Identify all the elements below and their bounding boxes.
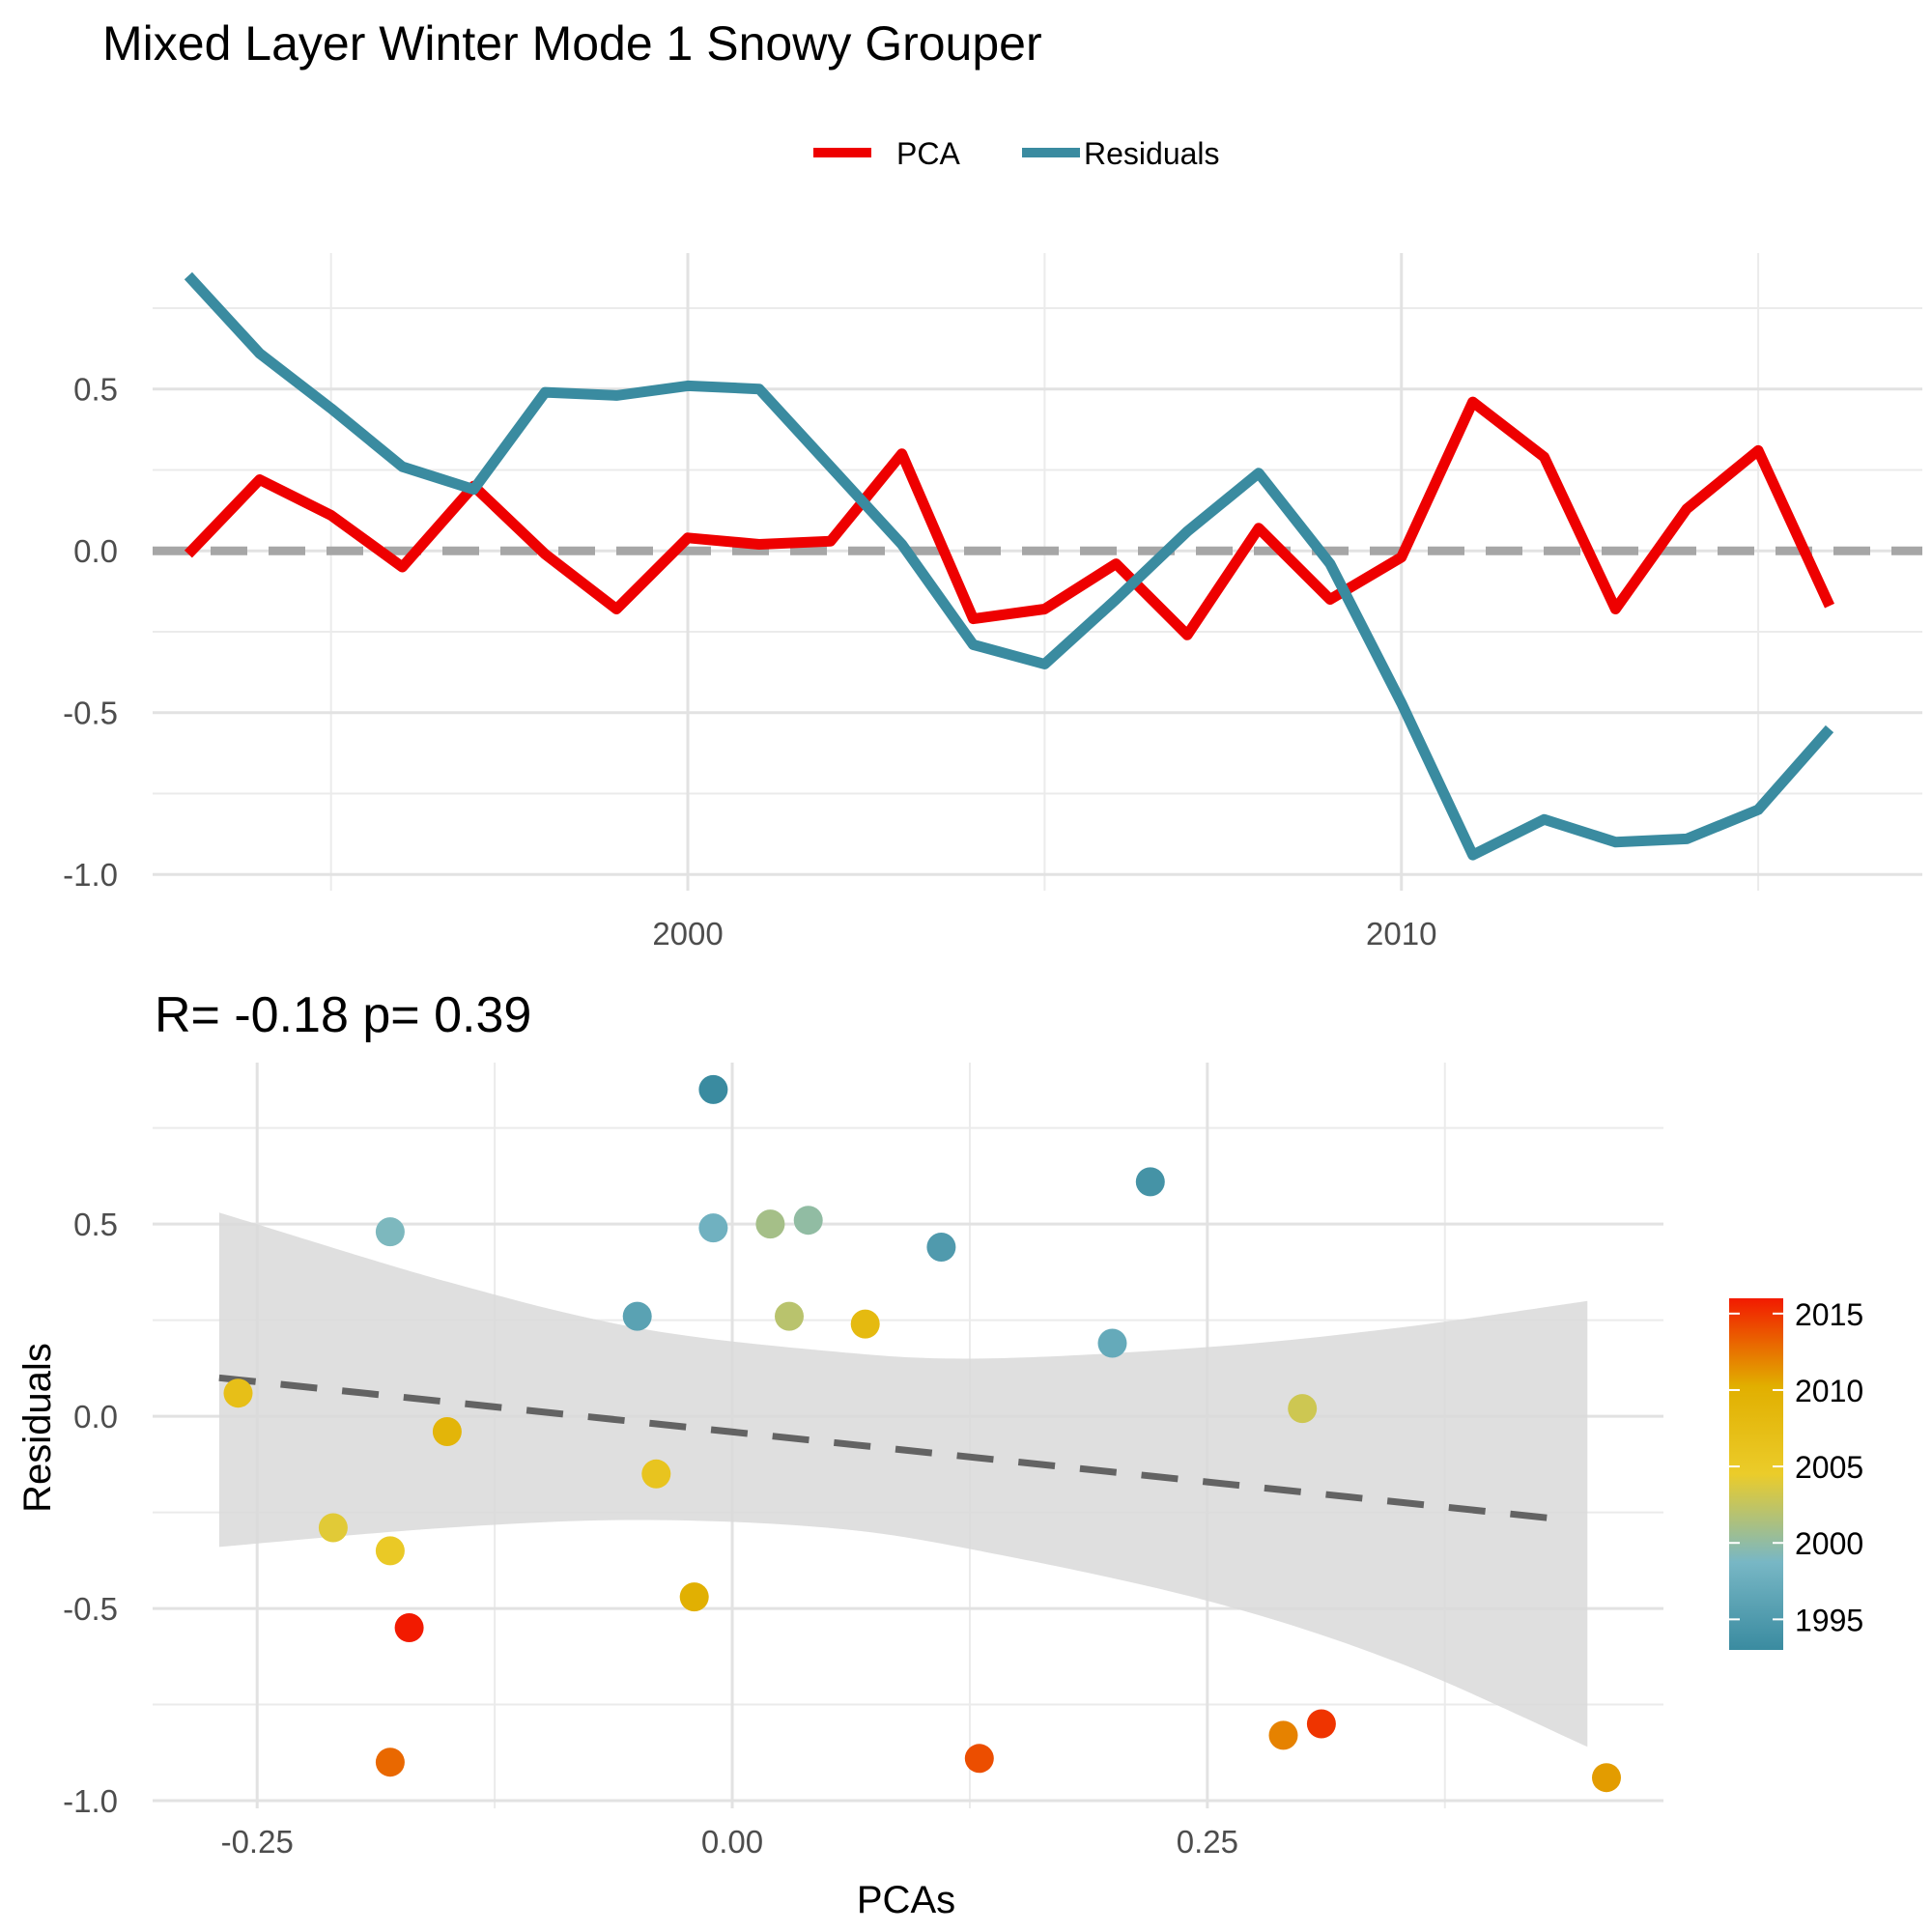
scatter-point	[698, 1074, 728, 1104]
scatter-point	[1288, 1394, 1318, 1424]
scatter-point	[775, 1301, 804, 1331]
y-tick-label: 0.5	[73, 372, 118, 408]
scatter-point	[1268, 1720, 1298, 1750]
scatter-point	[432, 1417, 462, 1446]
scatter-point	[622, 1301, 652, 1331]
scatter-panel: -1.0 -0.5 0.0 0.5 -0.25 0.00 0.25	[63, 1063, 1663, 1860]
y-axis-label: Residuals	[16, 1343, 59, 1513]
series-line-residuals	[184, 271, 1834, 861]
colorbar-label: 2015	[1795, 1297, 1863, 1332]
correlation-subtitle: R= -0.18 p= 0.39	[155, 987, 531, 1043]
scatter-point	[375, 1217, 405, 1247]
time-series-panel: -1.0 -0.5 0.0 0.5 2000 2010	[63, 253, 1922, 952]
y-tick-label: 0.0	[73, 1399, 118, 1435]
y-tick-label: 0.0	[73, 533, 118, 569]
scatter-point	[375, 1747, 405, 1777]
colorbar: 2015 2010 2005 2000 1995	[1729, 1297, 1863, 1650]
scatter-point	[1097, 1328, 1127, 1358]
scatter-point	[850, 1309, 880, 1339]
scatter-point	[1135, 1167, 1165, 1197]
scatter-point	[1592, 1763, 1621, 1793]
x-tick-label: -0.25	[221, 1824, 294, 1860]
x-tick-label: 2010	[1366, 916, 1436, 952]
series-line-pca	[184, 396, 1834, 640]
scatter-x-ticks: -0.25 0.00 0.25	[221, 1824, 1238, 1860]
scatter-point	[698, 1213, 728, 1243]
y-tick-label: -0.5	[63, 1591, 118, 1627]
y-tick-label: -1.0	[63, 857, 118, 893]
figure-title: Mixed Layer Winter Mode 1 Snowy Grouper	[102, 16, 1042, 71]
scatter-point	[679, 1582, 709, 1612]
y-tick-label: 0.5	[73, 1207, 118, 1242]
scatter-points	[223, 1074, 1621, 1793]
scatter-point	[641, 1459, 671, 1489]
colorbar-gradient	[1729, 1298, 1783, 1650]
scatter-point	[223, 1378, 253, 1408]
scatter-point	[1306, 1709, 1336, 1739]
colorbar-label: 2010	[1795, 1374, 1863, 1408]
legend: PCA Residuals	[813, 136, 1220, 171]
legend-label-pca: PCA	[896, 136, 960, 171]
scatter-point	[755, 1209, 785, 1239]
time-series-y-ticks: -1.0 -0.5 0.0 0.5	[63, 372, 118, 894]
confidence-band	[218, 1212, 1588, 1747]
scatter-point	[793, 1206, 823, 1236]
y-tick-label: -1.0	[63, 1783, 118, 1819]
trend-line	[218, 1374, 1570, 1524]
x-tick-label: 0.00	[701, 1824, 763, 1860]
x-tick-label: 2000	[652, 916, 723, 952]
scatter-point	[926, 1233, 956, 1262]
scatter-y-ticks: -1.0 -0.5 0.0 0.5	[63, 1207, 118, 1819]
scatter-point	[318, 1513, 348, 1543]
scatter-point	[375, 1536, 405, 1566]
x-tick-label: 0.25	[1177, 1824, 1238, 1860]
time-series-x-ticks: 2000 2010	[652, 916, 1436, 952]
legend-label-residuals: Residuals	[1084, 136, 1220, 171]
colorbar-label: 2005	[1795, 1450, 1863, 1485]
y-tick-label: -0.5	[63, 696, 118, 731]
scatter-point	[964, 1744, 994, 1774]
time-series-lines	[184, 271, 1834, 861]
colorbar-label: 2000	[1795, 1526, 1863, 1561]
scatter-point	[394, 1613, 424, 1642]
colorbar-label: 1995	[1795, 1603, 1863, 1637]
x-axis-label: PCAs	[857, 1879, 955, 1921]
time-series-grid	[153, 253, 1922, 891]
colorbar-ticks: 2015 2010 2005 2000 1995	[1729, 1297, 1863, 1637]
